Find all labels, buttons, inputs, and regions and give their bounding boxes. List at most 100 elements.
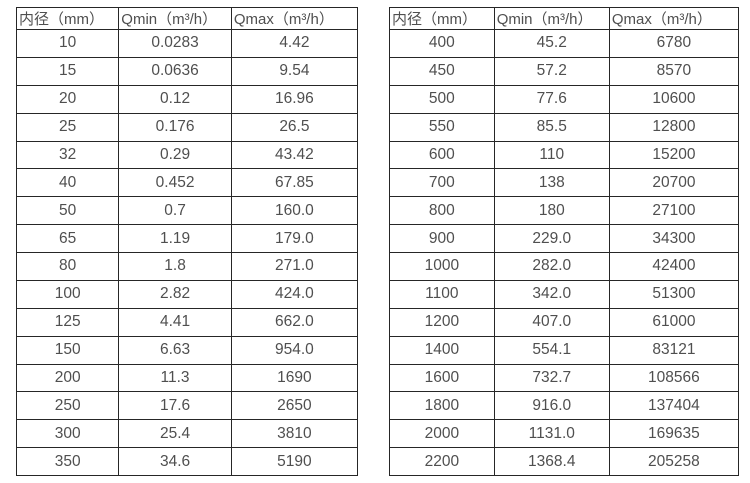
table-cell: 700: [389, 168, 495, 198]
table-cell: 2200: [389, 447, 495, 476]
table-cell: 50: [15, 196, 120, 226]
table-row: 20 0.12 16.96: [15, 84, 359, 114]
table-cell: 342.0: [493, 279, 610, 309]
column-header: 内径（mm）: [15, 7, 120, 30]
table-cell: 160.0: [230, 196, 359, 226]
table-cell: 2.82: [118, 279, 232, 309]
table-row: 1100 342.0 51300: [389, 279, 740, 309]
table-cell: 600: [389, 140, 495, 170]
table-cell: 0.29: [118, 140, 232, 170]
table-cell: 1368.4: [493, 447, 610, 476]
table-row: 500 77.6 10600: [389, 84, 740, 114]
table-cell: 179.0: [230, 224, 359, 253]
table-cell: 138: [493, 168, 610, 198]
table-cell: 0.452: [118, 168, 232, 198]
table-cell: 20700: [608, 168, 740, 198]
table-cell: 25.4: [118, 419, 232, 449]
table-row: 1000 282.0 42400: [389, 252, 740, 281]
table-row: 2000 1131.0 169635: [389, 419, 740, 449]
table-cell: 65: [15, 224, 120, 253]
table-cell: 150: [15, 335, 120, 365]
table-cell: 67.85: [230, 168, 359, 198]
table-cell: 1.19: [118, 224, 232, 253]
table-cell: 80: [15, 252, 120, 281]
table-cell: 1200: [389, 307, 495, 337]
table-cell: 900: [389, 224, 495, 253]
table-row: 1200 407.0 61000: [389, 307, 740, 337]
table-row: 25 0.176 26.5: [15, 112, 359, 142]
table-cell: 1690: [230, 363, 359, 393]
table-cell: 229.0: [493, 224, 610, 253]
table-cell: 0.12: [118, 84, 232, 114]
table-cell: 1100: [389, 279, 495, 309]
table-cell: 400: [389, 29, 495, 58]
table-row: 15 0.0636 9.54: [15, 56, 359, 86]
table-row: 700 138 20700: [389, 168, 740, 198]
table-cell: 407.0: [493, 307, 610, 337]
table-cell: 51300: [608, 279, 740, 309]
table-cell: 1000: [389, 252, 495, 281]
table-cell: 916.0: [493, 391, 610, 421]
table-cell: 100: [15, 279, 120, 309]
column-header: Qmin（m³/h）: [493, 7, 610, 30]
table-cell: 83121: [608, 335, 740, 365]
table-row: 125 4.41 662.0: [15, 307, 359, 337]
table-cell: 6.63: [118, 335, 232, 365]
table-row: 80 1.8 271.0: [15, 252, 359, 281]
table-cell: 17.6: [118, 391, 232, 421]
table-cell: 32: [15, 140, 120, 170]
table-row: 250 17.6 2650: [15, 391, 359, 421]
table-row: 300 25.4 3810: [15, 419, 359, 449]
table-cell: 57.2: [493, 56, 610, 86]
table-row: 40 0.452 67.85: [15, 168, 359, 198]
table-row: 800 180 27100: [389, 196, 740, 226]
table-cell: 137404: [608, 391, 740, 421]
table-row: 1400 554.1 83121: [389, 335, 740, 365]
table-cell: 110: [493, 140, 610, 170]
table-cell: 1.8: [118, 252, 232, 281]
table-cell: 20: [15, 84, 120, 114]
column-header: Qmax（m³/h）: [230, 7, 359, 30]
table-cell: 180: [493, 196, 610, 226]
column-header: 内径（mm）: [389, 7, 495, 30]
flow-rate-table-small-diameters: 内径（mm） Qmin（m³/h） Qmax（m³/h） 10 0.0283 4.42 1…: [15, 7, 359, 476]
table-cell: 424.0: [230, 279, 359, 309]
table-cell: 0.0283: [118, 29, 232, 58]
table-cell: 300: [15, 419, 120, 449]
table-cell: 85.5: [493, 112, 610, 142]
table-row: 450 57.2 8570: [389, 56, 740, 86]
table-cell: 43.42: [230, 140, 359, 170]
table-cell: 0.176: [118, 112, 232, 142]
table-cell: 15200: [608, 140, 740, 170]
table-cell: 1800: [389, 391, 495, 421]
table-row: 2200 1368.4 205258: [389, 447, 740, 476]
table-cell: 77.6: [493, 84, 610, 114]
table-row: 900 229.0 34300: [389, 224, 740, 253]
table-cell: 16.96: [230, 84, 359, 114]
table-cell: 282.0: [493, 252, 610, 281]
table-cell: 554.1: [493, 335, 610, 365]
table-cell: 8570: [608, 56, 740, 86]
table-cell: 45.2: [493, 29, 610, 58]
table-cell: 1600: [389, 363, 495, 393]
table-row: 350 34.6 5190: [15, 447, 359, 476]
table-header-row: 内径（mm） Qmin（m³/h） Qmax（m³/h）: [15, 7, 359, 30]
table-cell: 10600: [608, 84, 740, 114]
table-row: 400 45.2 6780: [389, 29, 740, 58]
table-cell: 1400: [389, 335, 495, 365]
table-row: 100 2.82 424.0: [15, 279, 359, 309]
table-cell: 205258: [608, 447, 740, 476]
table-cell: 25: [15, 112, 120, 142]
table-cell: 6780: [608, 29, 740, 58]
table-cell: 12800: [608, 112, 740, 142]
column-header: Qmax（m³/h）: [608, 7, 740, 30]
table-row: 65 1.19 179.0: [15, 224, 359, 253]
table-row: 150 6.63 954.0: [15, 335, 359, 365]
table-cell: 125: [15, 307, 120, 337]
table-cell: 26.5: [230, 112, 359, 142]
table-cell: 4.41: [118, 307, 232, 337]
table-row: 32 0.29 43.42: [15, 140, 359, 170]
table-cell: 350: [15, 447, 120, 476]
table-cell: 2000: [389, 419, 495, 449]
table-cell: 42400: [608, 252, 740, 281]
